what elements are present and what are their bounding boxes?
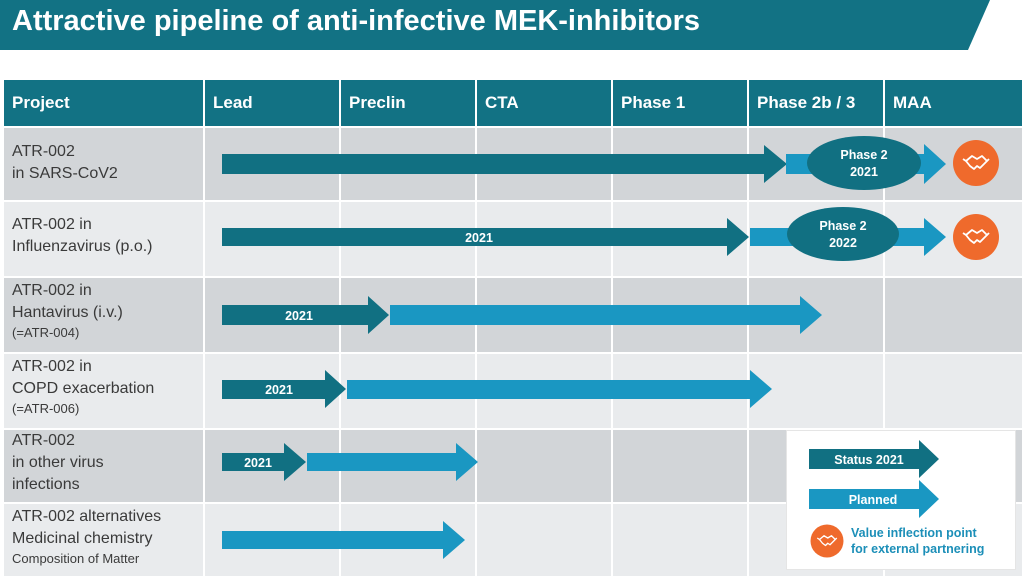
column-header-cta: CTA bbox=[477, 80, 611, 126]
milestone-label: Phase 2 bbox=[840, 148, 887, 162]
page-title: Attractive pipeline of anti-infective ME… bbox=[12, 5, 701, 37]
column-header-maa: MAA bbox=[885, 80, 1022, 126]
handshake-icon bbox=[953, 140, 999, 186]
planned-arrow bbox=[347, 370, 772, 408]
column-header-lead: Lead bbox=[205, 80, 339, 126]
row-label-other-virus: ATR-002 in other virus infections bbox=[12, 432, 104, 493]
milestone-year: 2022 bbox=[829, 236, 857, 250]
row-label-copd: ATR-002 in COPD exacerbation (=ATR-006) bbox=[12, 358, 155, 416]
status-arrow bbox=[222, 370, 346, 408]
milestone-year: 2021 bbox=[850, 165, 878, 179]
row-label-alternatives: ATR-002 alternatives Medicinal chemistry … bbox=[12, 508, 162, 566]
planned-arrow bbox=[307, 443, 478, 481]
column-header-preclin: Preclin bbox=[341, 80, 475, 126]
row-label-sars-cov2: ATR-002 in SARS-CoV2 bbox=[12, 143, 118, 182]
legend-inflection-line1: Value inflection point bbox=[851, 526, 978, 540]
column-header-project: Project bbox=[4, 80, 203, 126]
planned-arrow bbox=[390, 296, 822, 334]
legend-status-label: Status 2021 bbox=[834, 453, 904, 467]
status-arrow bbox=[222, 443, 306, 481]
legend-planned-arrow bbox=[809, 480, 939, 518]
title-banner bbox=[0, 0, 990, 50]
status-arrow bbox=[222, 218, 749, 256]
legend-planned-label: Planned bbox=[849, 493, 898, 507]
row-label-hantavirus: ATR-002 in Hantavirus (i.v.) (=ATR-004) bbox=[12, 282, 123, 340]
arrow-label: 2021 bbox=[285, 309, 313, 323]
handshake-icon bbox=[953, 214, 999, 260]
column-header-phase2b3: Phase 2b / 3 bbox=[749, 80, 883, 126]
milestone-bubble bbox=[807, 136, 921, 190]
planned-arrow bbox=[222, 521, 465, 559]
milestone-label: Phase 2 bbox=[819, 219, 866, 233]
handshake-icon bbox=[810, 524, 844, 558]
arrow-label: 2021 bbox=[465, 231, 493, 245]
status-arrow bbox=[222, 296, 389, 334]
milestone-bubble bbox=[787, 207, 899, 261]
legend: Status 2021 Planned Value inflection poi… bbox=[786, 430, 1016, 570]
status-arrow bbox=[222, 145, 787, 183]
arrow-label: 2021 bbox=[244, 456, 272, 470]
row-label-influenza: ATR-002 in Influenzavirus (p.o.) bbox=[12, 216, 153, 255]
column-header-phase1: Phase 1 bbox=[613, 80, 747, 126]
legend-inflection-line2: for external partnering bbox=[851, 542, 984, 556]
arrow-label: 2021 bbox=[265, 383, 293, 397]
legend-status-arrow bbox=[809, 440, 939, 478]
